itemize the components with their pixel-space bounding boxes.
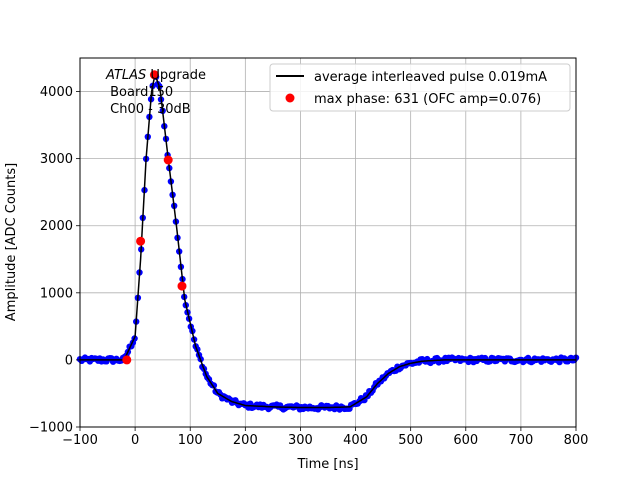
annotation-atlas: ATLAS <box>105 68 146 83</box>
average-pulse-line <box>80 72 576 409</box>
x-tick-label: 300 <box>288 433 313 448</box>
atlas-annotation: ATLAS Upgrade Board150 Ch00 - 30dB <box>105 68 206 117</box>
x-tick-label: 800 <box>564 433 589 448</box>
x-tick-label: 400 <box>343 433 368 448</box>
x-tick-label: 600 <box>453 433 478 448</box>
ticks: −100 0 100 200 300 400 500 600 700 800−1000010002… <box>29 85 588 448</box>
y-tick-label: 3000 <box>40 152 73 167</box>
max-phase-marker <box>163 155 173 165</box>
max-phase-marker <box>149 70 159 80</box>
x-tick-label: 700 <box>508 433 533 448</box>
y-axis-label: Amplitude [ADC Counts] <box>4 163 19 321</box>
y-tick-label: 0 <box>65 353 73 368</box>
max-phase-marker <box>136 236 146 246</box>
data-layer <box>76 70 580 413</box>
legend: average interleaved pulse 0.019mA max ph… <box>269 63 571 112</box>
legend-entry-max-phase: max phase: 631 (OFC amp=0.076) <box>314 92 541 107</box>
x-tick-label: 0 <box>131 433 139 448</box>
x-tick-label: −100 <box>62 433 98 448</box>
x-axis-label: Time [ns] <box>296 457 358 472</box>
axes-frame <box>79 57 577 428</box>
legend-dot-marker <box>285 93 295 103</box>
annotation-line-1: ATLAS Upgrade <box>105 68 206 83</box>
max-phase-marker <box>177 281 187 291</box>
y-tick-label: −1000 <box>29 421 73 436</box>
y-tick-label: 2000 <box>40 219 73 234</box>
x-tick-label: 200 <box>233 433 258 448</box>
x-tick-label: 100 <box>178 433 203 448</box>
y-tick-label: 4000 <box>40 85 73 100</box>
y-tick-label: 1000 <box>40 286 73 301</box>
annotation-line-3: Ch00 - 30dB <box>106 102 191 117</box>
annotation-line-2: Board150 <box>106 85 173 100</box>
legend-box <box>269 63 571 112</box>
x-tick-label: 500 <box>398 433 423 448</box>
annotation-upgrade: Upgrade <box>146 68 206 83</box>
legend-entry-average-pulse: average interleaved pulse 0.019mA <box>314 70 547 85</box>
max-phase-markers <box>122 70 187 365</box>
max-phase-marker <box>122 355 132 365</box>
